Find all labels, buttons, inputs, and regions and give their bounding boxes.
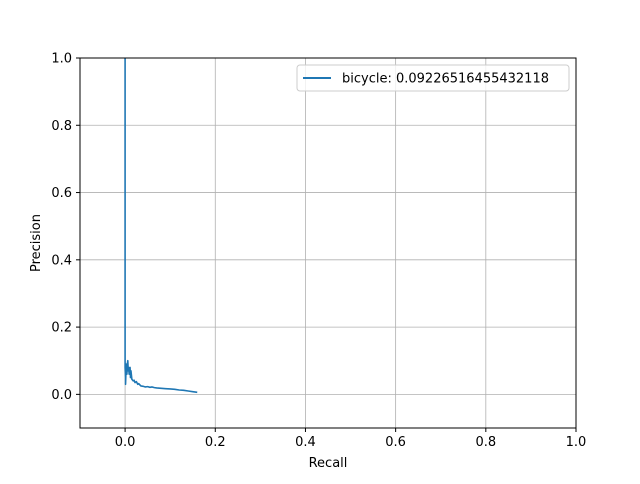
plot-frame (79, 57, 577, 429)
y-axis-label: Precision (29, 214, 44, 272)
x-tick-label: 0.0 (115, 435, 136, 450)
y-tick-label: 0.0 (51, 388, 72, 403)
series-layer (124, 58, 198, 394)
plot-area (80, 58, 576, 428)
x-tick-label: 0.6 (385, 435, 406, 450)
x-tick-label: 0.8 (475, 435, 496, 450)
y-tick-label: 0.4 (51, 253, 72, 268)
y-tick-label: 0.2 (51, 321, 72, 336)
legend-box (296, 64, 570, 92)
y-tick-label: 1.0 (51, 52, 72, 67)
y-tick-label: 0.8 (51, 119, 72, 134)
legend: bicycle: 0.09226516455432118 (296, 64, 570, 92)
x-tick-label: 0.2 (205, 435, 226, 450)
x-tick-label: 0.4 (295, 435, 316, 450)
x-axis-ticks: 0.0 0.2 0.4 0.6 0.8 1.0 (115, 428, 587, 450)
y-axis-ticks: 0.0 0.2 0.4 0.6 0.8 1.0 (51, 52, 80, 403)
y-tick-label: 0.6 (51, 186, 72, 201)
x-tick-label: 1.0 (566, 435, 587, 450)
legend-label-bicycle: bicycle: 0.09226516455432118 (342, 72, 549, 87)
grid (80, 57, 577, 428)
series-line-bicycle (124, 58, 198, 394)
x-axis-label: Recall (309, 456, 348, 471)
